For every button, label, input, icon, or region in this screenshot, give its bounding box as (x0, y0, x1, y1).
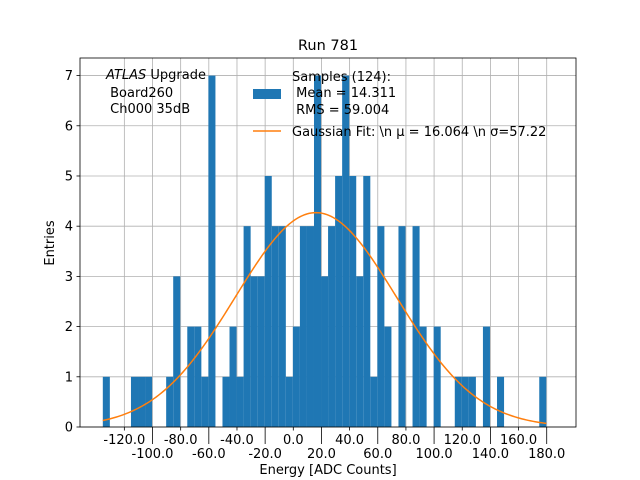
annotation-line-1: ATLAS Upgrade (105, 68, 206, 83)
x-tick-label: -20.0 (248, 447, 282, 462)
histogram-bar (384, 326, 392, 427)
legend-patch-samples (253, 89, 281, 99)
histogram-bar (342, 75, 350, 428)
y-tick-label: 1 (65, 370, 73, 385)
annotation-board: Board260 (106, 86, 173, 101)
histogram-bar (208, 75, 216, 428)
y-tick-label: 0 (65, 421, 73, 436)
annotation-channel: Ch000 35dB (106, 102, 190, 117)
legend-mean-label: Mean = 14.311 (292, 86, 396, 101)
histogram-bar (497, 376, 505, 427)
histogram-bar (335, 175, 343, 427)
histogram-bar (412, 226, 420, 427)
histogram-bar (285, 376, 293, 427)
atlas-annotation: ATLAS Upgrade Board260 Ch000 35dB (105, 68, 206, 117)
histogram-bar (201, 376, 209, 427)
histogram-bar (194, 326, 202, 427)
x-tick-label: 100.0 (415, 447, 452, 462)
histogram-bar (264, 175, 272, 427)
legend-samples-label: Samples (124): (292, 70, 391, 85)
histogram-bar (102, 376, 110, 427)
annotation-upgrade: Upgrade (146, 68, 206, 83)
histogram-bar (328, 226, 336, 427)
y-tick-label: 3 (65, 270, 73, 285)
histogram-bar (138, 376, 146, 427)
histogram-bar (278, 226, 286, 427)
histogram-bar (454, 376, 462, 427)
histogram-bar (313, 75, 322, 428)
histogram-bar (257, 276, 265, 427)
histogram-bar (292, 326, 300, 427)
histogram-bar (482, 326, 490, 427)
x-tick-label: 40.0 (335, 433, 364, 448)
y-tick-label: 2 (65, 320, 73, 335)
x-tick-label: 140.0 (472, 447, 509, 462)
histogram-bar (398, 226, 406, 427)
x-tick-label: 160.0 (500, 433, 537, 448)
histogram-bar (349, 175, 357, 427)
y-tick-label: 5 (65, 169, 73, 184)
histogram-bar (539, 376, 547, 427)
legend-rms-label: RMS = 59.004 (292, 103, 389, 118)
x-tick-label: -60.0 (192, 447, 226, 462)
histogram-bar (173, 276, 181, 427)
x-tick-label: 0.0 (283, 433, 304, 448)
y-tick-label: 4 (65, 220, 73, 235)
x-tick-label: 80.0 (391, 433, 420, 448)
histogram-bar (271, 226, 279, 427)
y-tick-label: 7 (65, 69, 73, 84)
histogram-bar (299, 226, 307, 427)
histogram-bar (306, 226, 314, 427)
y-tick-label: 6 (65, 119, 73, 134)
legend: Samples (124): Mean = 14.311 RMS = 59.00… (253, 70, 546, 140)
x-tick-label: 180.0 (528, 447, 565, 462)
histogram-bar (377, 226, 385, 427)
histogram-bar (166, 376, 174, 427)
histogram-bar (363, 175, 371, 427)
histogram-bar (236, 376, 244, 427)
histogram-bar (321, 276, 329, 427)
histogram-bar (419, 326, 427, 427)
histogram-bar (222, 376, 230, 427)
histogram-bar (461, 376, 469, 427)
histogram-bar (468, 376, 476, 427)
axes-frame (79, 57, 577, 428)
chart-title: Run 781 (298, 38, 358, 54)
histogram-bar (370, 376, 378, 427)
histogram-bar (433, 326, 441, 427)
x-tick-label: 20.0 (307, 447, 336, 462)
axis-ticks: -120.0-100.0-80.0-60.0-40.0-20.00.020.04… (65, 69, 566, 462)
legend-fit-label: Gaussian Fit: \n μ = 16.064 \n σ=57.22 (292, 125, 546, 140)
histogram-bar (356, 276, 364, 427)
x-tick-label: -80.0 (164, 433, 198, 448)
histogram-bar (250, 276, 258, 427)
x-tick-label: -120.0 (103, 433, 145, 448)
histogram-bar (243, 226, 251, 427)
gaussian-fit-line (102, 211, 547, 425)
y-axis-label: Entries (43, 220, 58, 266)
histogram-bar (229, 326, 237, 427)
x-axis-label: Energy [ADC Counts] (259, 463, 396, 478)
histogram-bar (187, 326, 195, 427)
annotation-atlas: ATLAS (105, 68, 146, 83)
x-tick-label: 120.0 (444, 433, 481, 448)
histogram-bar (130, 376, 139, 427)
x-tick-label: 60.0 (363, 447, 392, 462)
x-tick-label: -100.0 (132, 447, 174, 462)
x-tick-label: -40.0 (220, 433, 254, 448)
histogram-bars (102, 75, 547, 428)
